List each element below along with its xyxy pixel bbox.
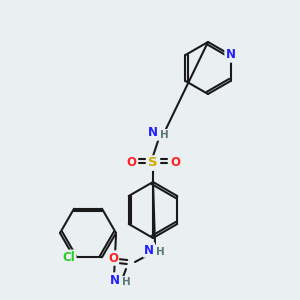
Text: S: S <box>148 157 158 169</box>
Text: Cl: Cl <box>63 251 75 264</box>
Text: N: N <box>148 127 158 140</box>
Text: N: N <box>226 49 236 62</box>
Text: O: O <box>108 251 118 265</box>
Text: H: H <box>122 277 130 287</box>
Text: O: O <box>126 157 136 169</box>
Text: H: H <box>160 130 168 140</box>
Text: N: N <box>144 244 154 256</box>
Text: O: O <box>170 157 180 169</box>
Text: N: N <box>110 274 120 286</box>
Text: H: H <box>156 247 164 257</box>
